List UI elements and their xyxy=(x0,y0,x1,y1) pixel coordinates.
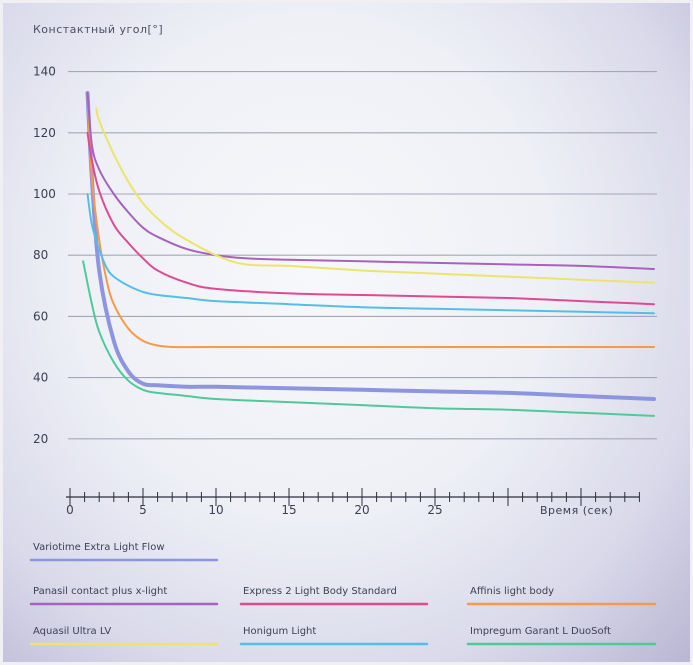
series-line-variotime-extra-light-flow xyxy=(85,91,656,401)
y-tick-labels: 140 120 100 80 60 40 20 xyxy=(33,65,56,446)
series-line-aquasil-ultra-lv xyxy=(95,107,655,284)
y-tick-label: 20 xyxy=(33,432,48,446)
x-tick-label: 20 xyxy=(354,503,369,517)
series-line-impregum-garant-l-duosoft xyxy=(82,260,655,417)
series-lines xyxy=(82,91,656,417)
series-line-affinis-light-body xyxy=(86,92,655,349)
legend-label-aquasil-ultra-lv: Aquasil Ultra LV xyxy=(33,626,111,637)
y-tick-label: 140 xyxy=(33,65,56,79)
y-tick-label: 40 xyxy=(33,371,48,385)
legend: Variotime Extra Light Flow Panasil contac… xyxy=(29,542,657,646)
legend-label-express-2-light-body-standard: Express 2 Light Body Standard xyxy=(243,586,397,597)
y-tick-label: 80 xyxy=(33,248,48,262)
x-axis-title: Время (сек) xyxy=(540,504,613,517)
gridlines xyxy=(68,71,657,440)
x-tick-label: 25 xyxy=(427,503,442,517)
series-line-express-2-light-body-standard xyxy=(86,131,655,306)
x-axis: 0 5 10 15 20 25 xyxy=(66,488,640,517)
y-axis-title: Констактный угол[°] xyxy=(33,23,163,36)
legend-label-panasil-contact-plus-x-light: Panasil contact plus x-light xyxy=(33,586,167,597)
legend-label-affinis-light-body: Affinis light body xyxy=(470,586,554,597)
x-tick-label: 10 xyxy=(208,503,223,517)
y-tick-label: 120 xyxy=(33,126,56,140)
x-tick-label: 5 xyxy=(139,503,147,517)
legend-label-variotime-extra-light-flow: Variotime Extra Light Flow xyxy=(33,542,165,553)
x-tick-label: 15 xyxy=(281,503,296,517)
x-tick-label: 0 xyxy=(66,503,74,517)
series-line-honigum-light xyxy=(86,193,655,315)
series-line-panasil-contact-plus-x-light xyxy=(86,92,655,270)
y-tick-label: 100 xyxy=(33,187,56,201)
legend-label-honigum-light: Honigum Light xyxy=(243,626,316,637)
y-tick-label: 60 xyxy=(33,309,48,323)
legend-label-impregum-garant-l-duosoft: Impregum Garant L DuoSoft xyxy=(470,626,611,637)
